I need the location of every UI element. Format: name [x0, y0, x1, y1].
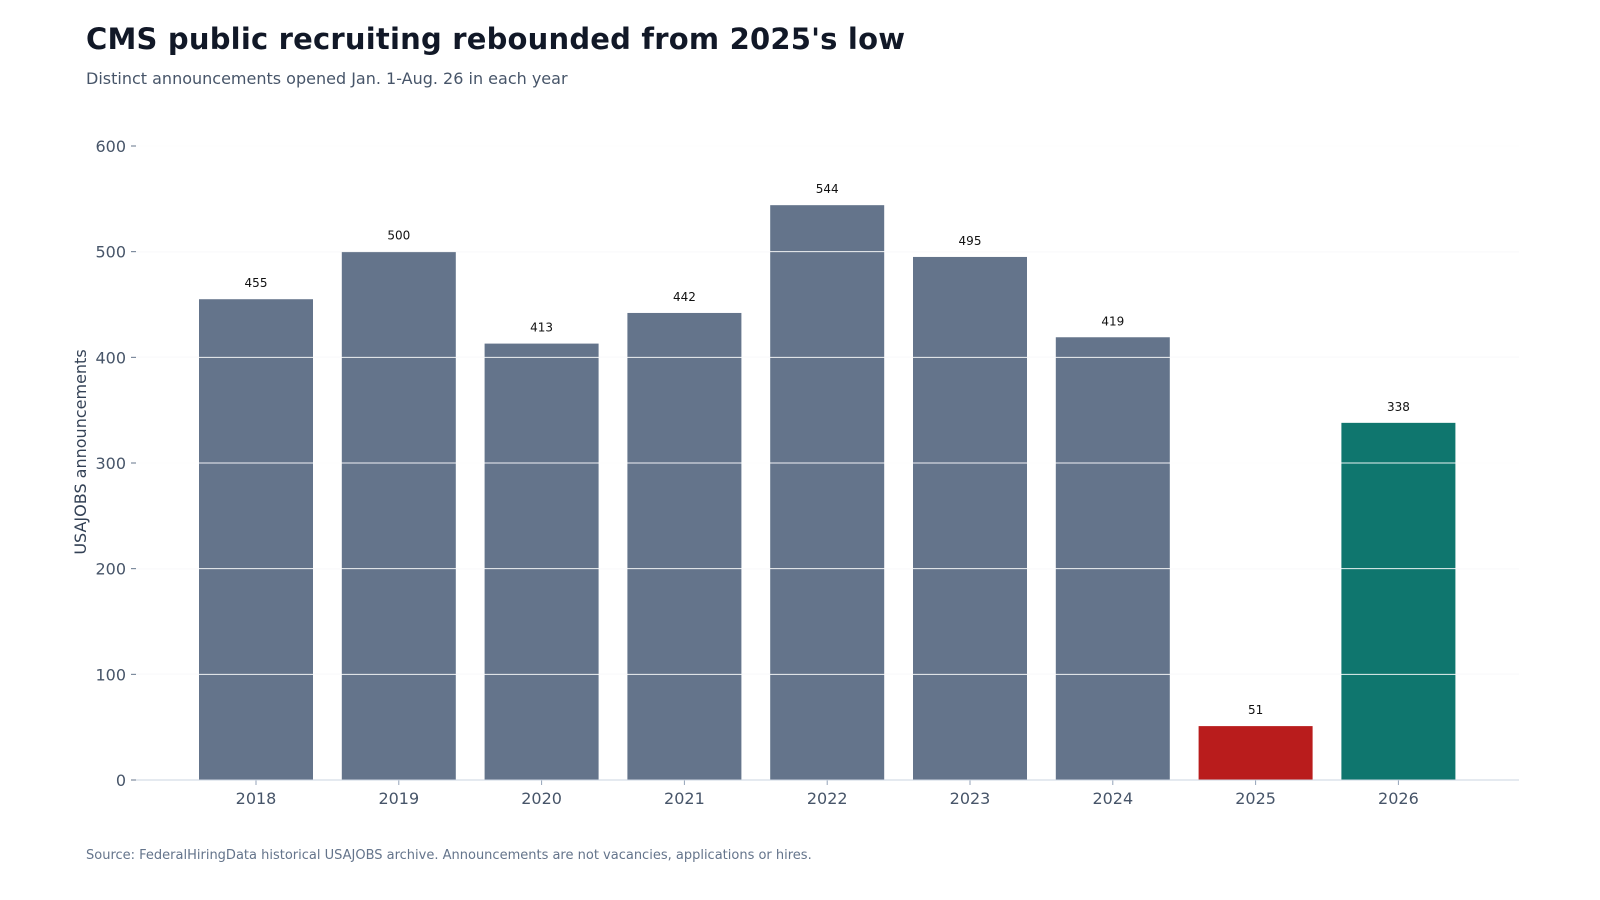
y-tick-label: 100: [95, 665, 126, 684]
bar-2020: [484, 343, 599, 780]
data-label-2021: 442: [673, 290, 696, 304]
x-tick-label-2020: 2020: [521, 789, 562, 808]
bar-2024: [1055, 337, 1170, 780]
data-label-2026: 338: [1387, 400, 1410, 414]
x-tick-label-2021: 2021: [664, 789, 705, 808]
x-tick-label-2026: 2026: [1378, 789, 1419, 808]
bar-2025: [1198, 726, 1313, 780]
data-labels: 455 500 413 442 544 495 419 51 338: [245, 182, 1410, 717]
x-tick-label-2022: 2022: [807, 789, 848, 808]
x-tick-label-2025: 2025: [1235, 789, 1276, 808]
data-label-2023: 495: [959, 234, 982, 248]
y-tick-label: 300: [95, 454, 126, 473]
data-label-2025: 51: [1248, 703, 1263, 717]
data-label-2024: 419: [1101, 314, 1124, 328]
data-label-2019: 500: [387, 229, 410, 243]
bar-2026: [1341, 422, 1456, 780]
data-label-2020: 413: [530, 321, 553, 335]
x-tick-label-2018: 2018: [236, 789, 277, 808]
x-tick-label-2019: 2019: [378, 789, 419, 808]
y-tick-label: 500: [95, 243, 126, 262]
chart-title: CMS public recruiting rebounded from 202…: [86, 22, 906, 56]
x-tick-label-2024: 2024: [1092, 789, 1133, 808]
data-label-2018: 455: [245, 276, 268, 290]
bar-2019: [341, 251, 456, 780]
axes: 0 100 200 300 400 500 600 2018 2019 2020 2021 2022 2…: [95, 137, 1519, 808]
y-axis-label: USAJOBS announcements: [71, 349, 90, 554]
source-note: Source: FederalHiringData historical USA…: [86, 848, 812, 863]
chart-subtitle: Distinct announcements opened Jan. 1-Aug…: [86, 69, 568, 88]
y-tick-label: 0: [116, 771, 126, 790]
bar-2018: [199, 299, 313, 780]
bars: [199, 205, 1456, 780]
y-tick-label: 600: [95, 137, 126, 156]
data-label-2022: 544: [816, 182, 839, 196]
bar-2023: [913, 256, 1027, 780]
overlay-grid-lines: [136, 145, 1519, 675]
bar-2021: [627, 312, 742, 780]
bar-2022: [770, 205, 885, 780]
y-tick-label: 400: [95, 348, 126, 367]
y-tick-label: 200: [95, 560, 126, 579]
x-tick-label-2023: 2023: [950, 789, 991, 808]
